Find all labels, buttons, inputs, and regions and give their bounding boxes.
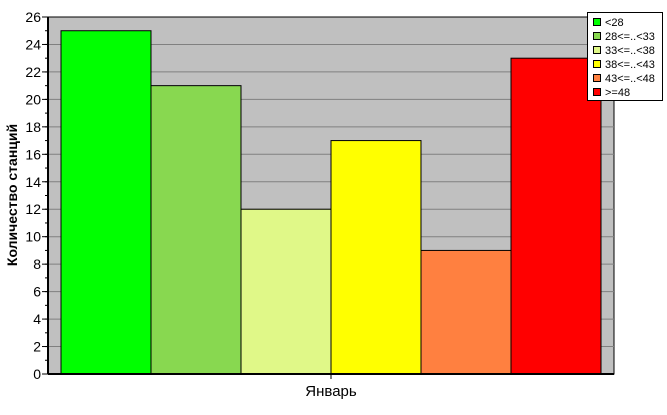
legend-label: 28<=..<33 (605, 31, 655, 43)
y-tick-label: 12 (25, 201, 41, 217)
y-tick-label: 4 (33, 311, 41, 327)
legend-box (587, 12, 663, 101)
y-tick-label: 24 (25, 36, 41, 52)
bar (510, 57, 602, 375)
y-tick-label: 10 (25, 229, 41, 245)
y-tick-label: 14 (25, 174, 41, 190)
legend-label: 43<=..<48 (605, 73, 655, 85)
legend-label: >=48 (605, 87, 630, 99)
legend: <28 28<=..<33 33<=..<38 38<=..<43 43<=..<48 >… (587, 12, 663, 101)
y-tick-label: 26 (25, 9, 41, 25)
legend-swatch (593, 32, 601, 40)
bar (150, 85, 242, 375)
y-tick-label: 6 (33, 284, 41, 300)
legend-label: 33<=..<38 (605, 45, 655, 57)
y-tick-label: 18 (25, 119, 41, 135)
legend-label: 38<=..<43 (605, 59, 655, 71)
legend-swatch (593, 60, 601, 68)
legend-swatch (593, 88, 601, 96)
x-tick-label: Январь (305, 383, 357, 400)
legend-swatch (593, 74, 601, 82)
y-axis-label: Количество станций (4, 124, 20, 266)
y-tick-label: 22 (25, 64, 41, 80)
bar (240, 208, 332, 375)
y-tick-label: 20 (25, 91, 41, 107)
legend-swatch (593, 46, 601, 54)
y-tick-label: 16 (25, 146, 41, 162)
y-tick-label: 0 (33, 366, 41, 382)
bar (420, 249, 512, 375)
bar (330, 140, 422, 375)
legend-label: <28 (605, 17, 624, 29)
bar (60, 30, 152, 375)
y-tick-label: 8 (33, 256, 41, 272)
legend-swatch (593, 18, 601, 26)
y-tick-label: 2 (33, 339, 41, 355)
